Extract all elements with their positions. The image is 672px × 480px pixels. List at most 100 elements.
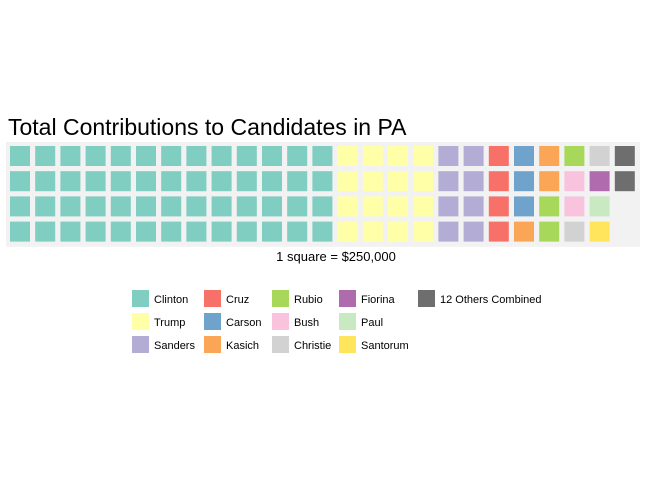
waffle-square-rubio [539,196,560,217]
legend-label: Kasich [226,340,259,352]
legend-label: Santorum [361,340,409,352]
legend-key [204,336,221,353]
waffle-square-trump [362,196,383,217]
waffle-square-clinton [186,221,207,242]
waffle-square-sanders [463,171,484,192]
waffle-square-clinton [10,171,30,192]
waffle-square-clinton [236,146,257,166]
waffle-square-12-others-combined [614,171,635,192]
waffle-square-clinton [161,221,182,242]
waffle-square-clinton [60,196,81,217]
legend-key [418,290,435,307]
waffle-square-clinton [211,221,232,242]
waffle-square-clinton [85,221,106,242]
waffle-square-bush [564,196,585,217]
legend-key [272,313,289,330]
waffle-square-santorum [589,221,610,242]
waffle-square-trump [413,221,434,242]
waffle-square-cruz [488,196,509,217]
waffle-square-kasich [539,171,560,192]
legend-key [132,336,149,353]
legend-label: Rubio [294,294,323,306]
waffle-square-carson [514,146,534,166]
legend-key [339,290,356,307]
waffle-square-clinton [35,196,56,217]
waffle-square-clinton [186,146,207,166]
waffle-square-clinton [35,146,56,166]
waffle-square-kasich [539,146,560,166]
legend-item-sanders: Sanders [132,336,195,353]
waffle-square-clinton [110,221,131,242]
waffle-square-clinton [60,171,81,192]
legend-key [132,290,149,307]
legend-item-christie: Christie [272,336,331,353]
waffle-square-christie [589,146,610,166]
legend-label: 12 Others Combined [440,294,542,306]
waffle-square-rubio [564,146,585,166]
legend-key [272,336,289,353]
legend-key [339,336,356,353]
legend-item-fiorina: Fiorina [339,290,396,307]
legend-key [204,313,221,330]
waffle-square-trump [413,196,434,217]
waffle-square-clinton [186,171,207,192]
legend-key [272,290,289,307]
waffle-square-clinton [262,196,282,217]
waffle-square-clinton [161,146,182,166]
legend-item-carson: Carson [204,313,261,330]
legend-item-clinton: Clinton [132,290,188,307]
waffle-square-clinton [211,196,232,217]
waffle-square-cruz [488,171,509,192]
waffle-square-kasich [514,221,534,242]
waffle-square-clinton [287,196,308,217]
waffle-square-trump [337,196,358,217]
waffle-square-sanders [438,196,459,217]
legend-item-cruz: Cruz [204,290,249,307]
waffle-square-sanders [438,221,459,242]
waffle-square-clinton [236,196,257,217]
waffle-square-trump [362,221,383,242]
waffle-square-trump [337,171,358,192]
legend-item-kasich: Kasich [204,336,259,353]
waffle-square-clinton [312,196,333,217]
legend-label: Paul [361,317,383,329]
legend-item-trump: Trump [132,313,185,330]
waffle-square-clinton [161,196,182,217]
waffle-square-cruz [488,146,509,166]
waffle-square-clinton [312,146,333,166]
waffle-square-clinton [35,221,56,242]
waffle-square-bush [564,171,585,192]
legend-item-rubio: Rubio [272,290,323,307]
waffle-square-trump [388,196,408,217]
waffle-square-cruz [488,221,509,242]
waffle-square-clinton [85,171,106,192]
waffle-square-clinton [236,171,257,192]
waffle-square-sanders [463,146,484,166]
waffle-square-clinton [186,196,207,217]
legend-item-santorum: Santorum [339,336,409,353]
waffle-square-sanders [438,171,459,192]
legend-item-bush: Bush [272,313,319,330]
waffle-square-trump [413,146,434,166]
waffle-square-clinton [312,171,333,192]
legend-label: Fiorina [361,294,396,306]
waffle-square-clinton [110,196,131,217]
waffle-square-clinton [60,221,81,242]
legend-key [339,313,356,330]
waffle-square-clinton [262,221,282,242]
legend-key [132,313,149,330]
legend-item-paul: Paul [339,313,383,330]
waffle-square-christie [564,221,585,242]
legend-label: Trump [154,317,185,329]
legend-label: Cruz [226,294,249,306]
waffle-square-clinton [110,146,131,166]
waffle-square-trump [337,146,358,166]
waffle-square-clinton [287,221,308,242]
waffle-square-clinton [262,146,282,166]
legend-label: Sanders [154,340,195,352]
waffle-square-clinton [287,146,308,166]
waffle-square-paul [589,196,610,217]
waffle-square-clinton [136,146,156,166]
waffle-square-clinton [236,221,257,242]
